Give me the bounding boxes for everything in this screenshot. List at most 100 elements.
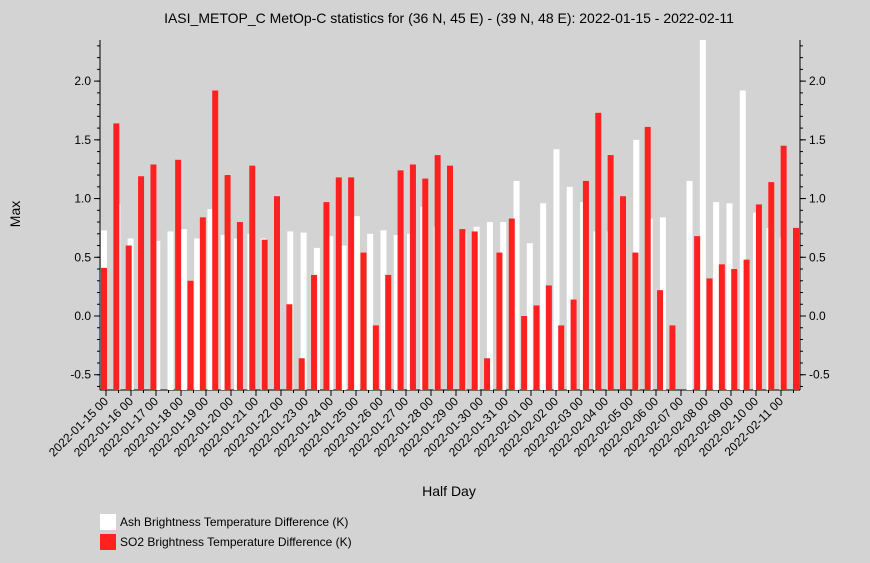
y-tick-label-left: 1.0: [74, 192, 91, 206]
y-axis-label: Max: [7, 201, 23, 227]
so2-bar: [582, 180, 589, 390]
so2-bar: [175, 159, 182, 390]
legend-swatch-so2: [100, 534, 116, 550]
so2-bar: [558, 325, 565, 390]
legend-label-ash: Ash Brightness Temperature Difference (K…: [120, 515, 349, 529]
ash-bar: [180, 229, 187, 390]
so2-bar: [311, 274, 318, 390]
so2-bar: [780, 145, 787, 390]
ash-bar: [699, 40, 706, 390]
so2-bar: [150, 164, 157, 390]
so2-bar: [459, 229, 466, 390]
so2-bar: [274, 196, 280, 390]
so2-bar: [743, 259, 750, 390]
ash-bar: [393, 234, 400, 390]
so2-bar: [199, 217, 206, 390]
so2-bar: [644, 126, 651, 390]
so2-bar: [138, 176, 145, 390]
so2-bar: [632, 252, 639, 390]
so2-bar: [496, 252, 503, 390]
ash-bar: [500, 222, 507, 390]
legend-item-ash: Ash Brightness Temperature Difference (K…: [100, 512, 352, 532]
so2-bar: [731, 269, 738, 390]
so2-bar: [372, 325, 379, 390]
ash-bar: [207, 209, 214, 390]
so2-bar: [101, 267, 107, 390]
so2-bar: [607, 155, 614, 390]
y-tick-label-right: 0.5: [809, 250, 826, 264]
so2-bar: [484, 358, 491, 390]
y-tick-label-left: 2.0: [74, 74, 91, 88]
chart-title: IASI_METOP_C MetOp-C statistics for (36 …: [164, 10, 734, 26]
y-tick-label-right: 1.5: [809, 133, 826, 147]
so2-bar: [261, 239, 268, 390]
ash-bar: [726, 203, 733, 390]
so2-bar: [706, 278, 713, 390]
ash-bar: [327, 236, 334, 390]
ash-bar: [540, 203, 547, 390]
so2-bar: [249, 165, 256, 390]
x-axis-label: Half Day: [422, 483, 476, 499]
so2-bar: [545, 285, 552, 390]
so2-bar: [657, 290, 664, 390]
ash-bar: [167, 231, 174, 390]
so2-bar: [422, 178, 429, 390]
ash-bar: [553, 149, 560, 390]
ash-bar: [367, 233, 374, 390]
plot-area: -0.5 -0.50.0 0.00.5 0.51.0 1.01.5 1.52.0 2.020…: [46, 40, 830, 459]
so2-bar: [187, 280, 194, 390]
ash-bar: [686, 180, 693, 390]
so2-bar: [360, 252, 367, 390]
legend-item-so2: SO2 Brightness Temperature Difference (K…: [100, 532, 352, 552]
so2-bar: [236, 222, 243, 390]
ash-bar: [154, 240, 161, 390]
y-tick-label-right: 0.0: [809, 309, 826, 323]
so2-bar: [570, 299, 577, 390]
legend-swatch-ash: [100, 514, 116, 530]
so2-bar: [694, 236, 701, 390]
ash-bar: [713, 202, 720, 390]
ash-bar: [566, 186, 573, 390]
so2-bar: [508, 218, 515, 390]
ash-bar: [486, 222, 493, 390]
ash-bar: [739, 90, 746, 390]
ash-bar: [300, 232, 307, 390]
so2-bar: [521, 316, 528, 390]
so2-bar: [212, 90, 219, 390]
legend-label-so2: SO2 Brightness Temperature Difference (K…: [120, 535, 352, 549]
so2-bar: [447, 165, 453, 390]
so2-bar: [224, 175, 231, 390]
so2-bar: [397, 170, 404, 390]
so2-bar: [533, 305, 540, 390]
so2-bar: [595, 112, 602, 391]
so2-bar: [335, 177, 342, 390]
so2-bar: [718, 264, 725, 390]
ash-bar: [353, 216, 360, 390]
so2-bar: [125, 245, 132, 390]
so2-bar: [286, 304, 293, 390]
so2-bar: [669, 325, 676, 390]
ash-bar: [340, 245, 347, 390]
so2-bar: [471, 231, 478, 390]
so2-bar: [348, 177, 355, 390]
ash-bar: [526, 243, 533, 390]
y-tick-label-left: 1.5: [74, 133, 91, 147]
so2-bar: [409, 164, 416, 390]
so2-bar: [620, 196, 626, 390]
ash-bar: [513, 180, 520, 390]
y-tick-label-right: -0.5: [809, 368, 830, 382]
ash-bar: [380, 230, 387, 390]
so2-bar: [298, 358, 305, 390]
so2-bar: [434, 155, 441, 390]
y-tick-label-left: -0.5: [70, 368, 91, 382]
y-tick-label-right: 2.0: [809, 74, 826, 88]
legend: Ash Brightness Temperature Difference (K…: [100, 512, 352, 552]
ash-bar: [194, 238, 201, 390]
y-tick-label-right: 1.0: [809, 192, 826, 206]
so2-bar: [793, 227, 799, 390]
so2-bar: [755, 204, 762, 390]
so2-bar: [113, 123, 120, 391]
so2-bar: [385, 274, 392, 390]
so2-bar: [323, 202, 330, 390]
